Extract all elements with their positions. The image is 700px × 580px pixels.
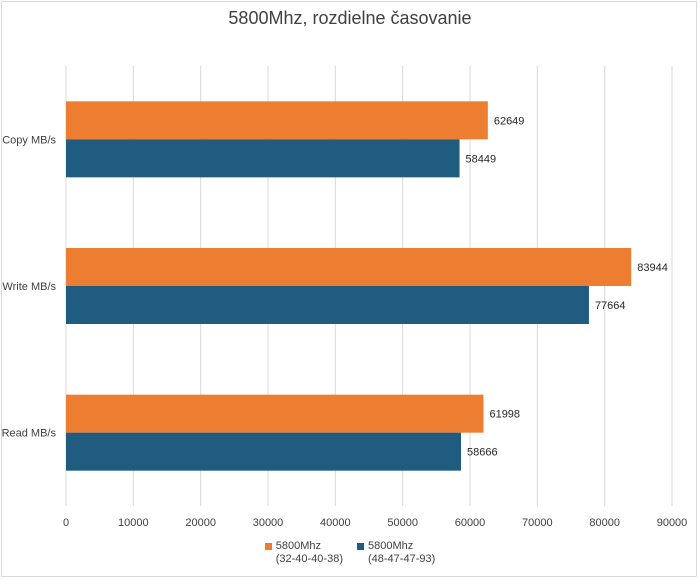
bar-chart: 0 10000 20000 30000 40000 50000 60000 70000 8000…: [2, 66, 688, 529]
bar-copy-mb-s-series-1: [66, 101, 488, 140]
x-tick-label-10000: 10000: [118, 517, 149, 529]
x-tick-label-90000: 90000: [657, 517, 688, 529]
legend: 5800Mhz (32-40-40-38) 5800Mhz (48-47-47-…: [0, 540, 700, 566]
bar-read-mb-s-series-1: [66, 394, 484, 433]
x-tick-label-50000: 50000: [387, 517, 418, 529]
data-label-read-mb-s-series-2: 58666: [467, 447, 498, 459]
data-label-read-mb-s-series-1: 61998: [489, 409, 520, 421]
legend-item-series-2: 5800Mhz (48-47-47-93): [357, 540, 435, 566]
bar-copy-mb-s-series-2: [66, 139, 460, 178]
x-tick-label-40000: 40000: [320, 517, 351, 529]
legend-item-series-1: 5800Mhz (32-40-40-38): [264, 540, 343, 566]
y-category-label-read-mb-s: Read MB/s: [2, 428, 57, 440]
legend-label-series-1-line-2: (32-40-40-38): [275, 553, 343, 565]
chart-title: 5800Mhz, rozdielne časovanie: [228, 8, 472, 28]
x-tick-label-80000: 80000: [589, 517, 620, 529]
x-tick-label-20000: 20000: [185, 517, 216, 529]
data-label-write-mb-s-series-1: 83944: [637, 262, 668, 274]
data-label-copy-mb-s-series-1: 62649: [494, 115, 525, 127]
bar-write-mb-s-series-2: [66, 286, 589, 324]
bar-read-mb-s-series-2: [66, 432, 462, 471]
legend-label-series-1: 5800Mhz (32-40-40-38): [276, 540, 343, 566]
bar-write-mb-s-series-1: [66, 248, 632, 286]
data-label-write-mb-s-series-2: 77664: [595, 300, 626, 312]
legend-label-series-2-line-2: (48-47-47-93): [368, 553, 436, 565]
legend-label-series-2: 5800Mhz (48-47-47-93): [368, 540, 435, 566]
y-category-label-copy-mb-s: Copy MB/s: [2, 134, 56, 146]
x-tick-label-60000: 60000: [455, 517, 486, 529]
y-category-label-write-mb-s: Write MB/s: [2, 281, 56, 293]
legend-swatch-series-1: [264, 543, 272, 550]
x-tick-label-30000: 30000: [253, 517, 284, 529]
data-label-copy-mb-s-series-2: 58449: [466, 153, 497, 165]
legend-label-series-1-line-1: 5800Mhz: [275, 540, 321, 552]
legend-label-series-2-line-1: 5800Mhz: [368, 540, 414, 552]
x-tick-label-0: 0: [63, 517, 69, 529]
legend-swatch-series-2: [357, 543, 364, 550]
x-tick-label-70000: 70000: [522, 517, 553, 529]
